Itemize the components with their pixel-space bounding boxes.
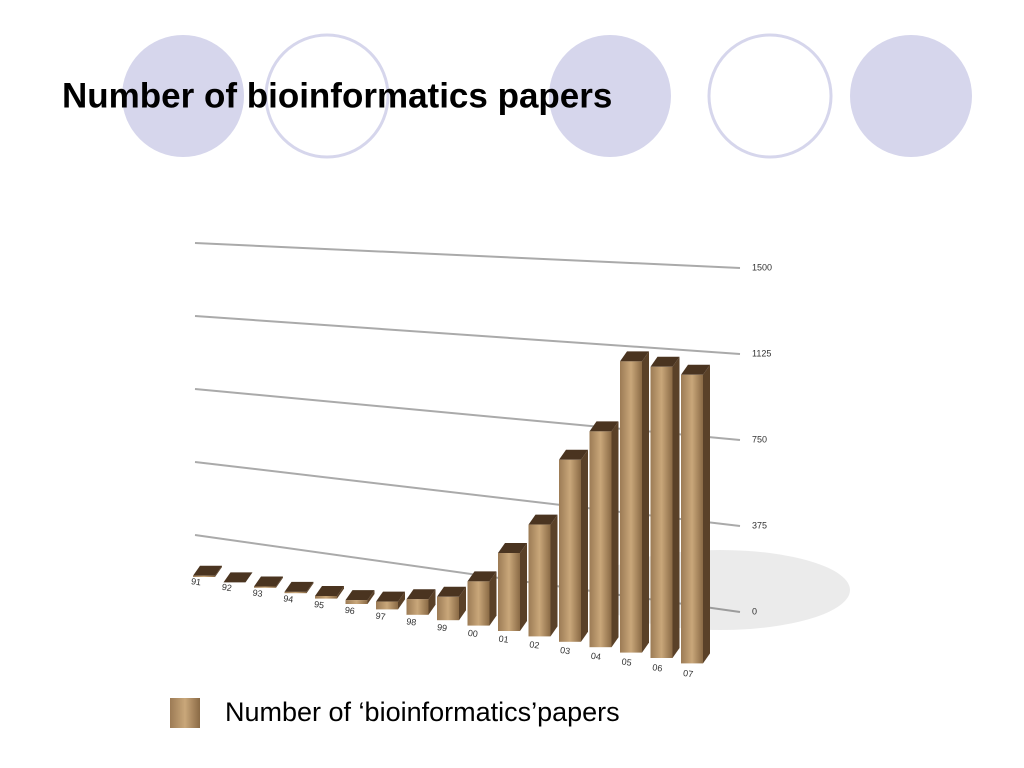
- x-tick-label: 94: [283, 593, 294, 604]
- bar: [284, 591, 307, 594]
- slide-title: Number of bioinformatics papers: [62, 76, 612, 115]
- bar-side: [703, 364, 710, 664]
- bar: [681, 374, 703, 664]
- bar-top: [315, 586, 344, 596]
- bar-side: [489, 571, 497, 626]
- grid-line: [194, 315, 741, 355]
- x-tick-label: 04: [590, 651, 601, 662]
- bar-top: [620, 351, 649, 362]
- x-tick-label: 98: [406, 616, 417, 627]
- chart: 0 375 750 1125 1500 91 92 93 94 95 96 97 98 99 00 01 02 0…: [190, 242, 850, 679]
- bar-top: [498, 543, 527, 553]
- bar: [437, 596, 459, 621]
- bar: [559, 459, 581, 642]
- bar: [620, 361, 642, 653]
- grid-line: [194, 242, 741, 269]
- bar-top: [223, 572, 253, 583]
- bar-side: [337, 586, 344, 599]
- bar-top: [681, 364, 710, 375]
- y-tick-label: 1125: [752, 348, 771, 358]
- bar-top: [437, 586, 466, 597]
- y-tick-label: 0: [752, 606, 757, 616]
- bar-side: [672, 356, 680, 658]
- bar-side: [276, 576, 283, 588]
- grid-line: [194, 534, 741, 613]
- legend-swatch: [170, 698, 200, 728]
- x-tick-label: 96: [344, 605, 355, 616]
- bar-top: [284, 581, 314, 592]
- bar-side: [550, 514, 558, 637]
- bar-side: [459, 586, 466, 621]
- decoration: [122, 33, 972, 159]
- x-tick-label: 05: [621, 656, 632, 667]
- y-tick-label: 750: [752, 434, 767, 444]
- bar-top: [528, 514, 558, 525]
- bar-side: [611, 421, 619, 648]
- bar-top: [345, 590, 375, 601]
- x-tick-label: 92: [221, 582, 232, 593]
- bar-side: [306, 581, 314, 594]
- bar-side: [367, 590, 375, 604]
- bar-top: [559, 449, 588, 460]
- bar-top: [376, 591, 405, 602]
- x-tick-label: 99: [436, 622, 447, 633]
- bar-top: [254, 576, 283, 587]
- legend-label: Number of ‘bioinformatics’papers: [225, 697, 620, 727]
- x-tick-label: 00: [467, 628, 478, 639]
- bar-side: [215, 565, 222, 577]
- x-tick-label: 06: [652, 662, 663, 673]
- y-tick-label: 1500: [752, 262, 772, 272]
- bar-side: [398, 591, 405, 610]
- bar-top: [467, 571, 497, 582]
- x-tick-label: 07: [682, 668, 693, 679]
- x-tick-label: 93: [252, 588, 263, 599]
- bar-side: [642, 351, 649, 653]
- bar: [376, 601, 398, 610]
- x-tick-label: 91: [190, 576, 201, 587]
- bar: [254, 586, 276, 588]
- x-tick-label: 01: [498, 634, 509, 645]
- x-tick-label: 95: [313, 599, 324, 610]
- bar-side: [520, 543, 527, 631]
- bar: [589, 431, 612, 648]
- x-tick-label: 03: [559, 645, 570, 656]
- bar: [650, 366, 673, 658]
- bar: [315, 596, 337, 599]
- bar-top: [589, 421, 619, 432]
- bar-top: [193, 565, 222, 576]
- x-tick-label: 02: [529, 639, 540, 650]
- bar: [498, 553, 520, 631]
- grid-line: [194, 388, 741, 441]
- bar: [345, 600, 368, 604]
- grid-line: [194, 461, 741, 527]
- x-tick-label: 97: [375, 611, 386, 622]
- bar-side: [581, 449, 588, 642]
- bar: [528, 524, 551, 637]
- bar: [467, 581, 490, 626]
- y-tick-label: 375: [752, 520, 767, 530]
- bar: [193, 575, 215, 577]
- bar: [406, 599, 429, 615]
- bar-side: [428, 589, 436, 615]
- bar-top: [650, 356, 680, 367]
- bar-top: [406, 589, 436, 600]
